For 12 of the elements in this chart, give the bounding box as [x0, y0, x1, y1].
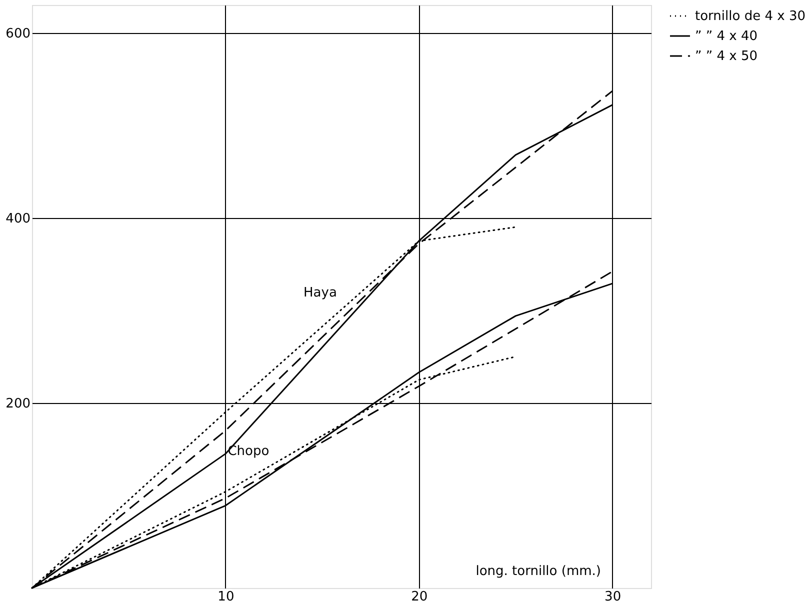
y-tick-label: 400	[6, 211, 30, 226]
legend-label: tornillo de 4 x 30	[695, 9, 806, 24]
legend-label: ” ” 4 x 40	[695, 29, 758, 44]
legend-label: ” ” 4 x 50	[695, 49, 758, 64]
annotation: Haya	[304, 286, 337, 301]
x-tick-label: 10	[218, 590, 234, 604]
annotation: Chopo	[228, 444, 270, 459]
x-axis-title: long. tornillo (mm.)	[476, 564, 601, 579]
y-tick-label: 600	[6, 26, 30, 42]
x-tick-label: 20	[411, 590, 428, 604]
y-tick-label: 200	[6, 396, 30, 412]
x-tick-label: 30	[604, 590, 622, 604]
